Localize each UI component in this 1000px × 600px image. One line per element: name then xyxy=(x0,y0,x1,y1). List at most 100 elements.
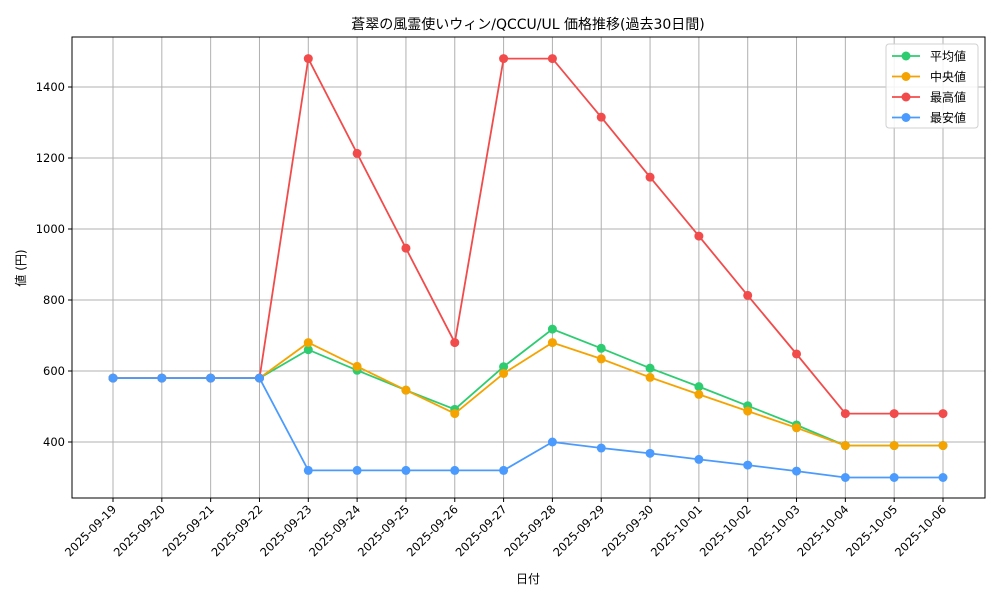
data-point xyxy=(401,243,411,253)
legend-item: 最安値 xyxy=(892,110,966,125)
legend-item: 中央値 xyxy=(892,69,966,84)
y-axis-label: 値 (円) xyxy=(13,249,28,286)
legend-label: 中央値 xyxy=(930,69,966,84)
x-tick-label: 2025-09-19 xyxy=(62,502,119,559)
data-point xyxy=(694,231,704,241)
x-tick-label: 2025-10-01 xyxy=(648,502,705,559)
data-point xyxy=(401,465,411,475)
data-point xyxy=(840,409,850,419)
legend-item: 最高値 xyxy=(892,90,966,105)
data-point xyxy=(596,112,606,122)
data-point xyxy=(743,460,753,470)
x-tick-label: 2025-10-04 xyxy=(794,502,851,559)
x-tick-label: 2025-09-29 xyxy=(550,502,607,559)
x-tick-label: 2025-09-25 xyxy=(355,502,412,559)
data-point xyxy=(547,338,557,348)
x-tick-label: 2025-09-27 xyxy=(453,502,510,559)
data-point xyxy=(840,473,850,482)
data-point xyxy=(792,423,802,433)
x-tick-label: 2025-09-30 xyxy=(599,502,656,559)
data-point xyxy=(450,338,460,348)
x-tick-label: 2025-09-24 xyxy=(306,502,363,559)
x-tick-label: 2025-10-06 xyxy=(892,502,949,559)
legend-item: 平均値 xyxy=(892,49,966,64)
y-tick-label: 400 xyxy=(43,435,65,449)
x-tick-label: 2025-10-05 xyxy=(843,502,900,559)
y-tick-label: 1400 xyxy=(36,80,65,94)
x-tick-label: 2025-10-02 xyxy=(697,502,754,559)
data-point xyxy=(206,373,216,383)
y-tick-label: 1000 xyxy=(36,222,65,236)
data-point xyxy=(645,448,655,458)
legend-marker-icon xyxy=(901,92,911,102)
legend-marker-icon xyxy=(901,72,911,81)
chart-title: 蒼翠の風霊使いウィン/QCCU/UL 価格推移(過去30日間) xyxy=(351,16,705,33)
x-axis: 2025-09-192025-09-202025-09-212025-09-22… xyxy=(62,498,949,559)
data-point xyxy=(743,290,753,300)
data-point xyxy=(303,465,313,475)
data-point xyxy=(694,389,704,399)
data-point xyxy=(596,443,606,453)
plot-frame xyxy=(71,36,986,499)
y-tick-label: 1200 xyxy=(36,151,65,165)
data-point xyxy=(401,385,411,395)
data-point xyxy=(840,441,850,451)
data-point xyxy=(303,338,313,348)
data-point xyxy=(352,148,362,158)
data-point xyxy=(499,465,509,475)
x-tick-label: 2025-09-20 xyxy=(111,502,168,559)
data-point xyxy=(499,368,509,378)
data-point xyxy=(889,409,899,419)
data-point xyxy=(499,54,509,64)
series-layer xyxy=(108,54,948,482)
legend-box xyxy=(885,43,979,129)
data-point xyxy=(792,466,802,476)
data-point xyxy=(596,343,606,353)
grid-lines xyxy=(72,37,985,498)
data-point xyxy=(352,361,362,371)
legend-label: 平均値 xyxy=(930,49,966,64)
data-point xyxy=(108,373,118,383)
data-point xyxy=(450,409,460,419)
data-point xyxy=(792,349,802,359)
x-tick-label: 2025-09-26 xyxy=(404,502,461,559)
data-point xyxy=(938,409,948,419)
legend-marker-icon xyxy=(901,113,911,122)
x-axis-label: 日付 xyxy=(516,572,540,586)
data-point xyxy=(499,362,509,372)
data-point xyxy=(743,406,753,416)
y-axis: 400 600 800 1000 1200 1400 xyxy=(36,80,72,449)
legend-marker-icon xyxy=(901,51,911,61)
data-point xyxy=(694,382,704,392)
data-point xyxy=(889,473,899,482)
x-tick-label: 2025-09-28 xyxy=(501,502,558,559)
data-point xyxy=(889,441,899,451)
data-point xyxy=(352,465,362,475)
legend-label: 最安値 xyxy=(930,110,966,125)
y-tick-label: 600 xyxy=(43,364,65,378)
data-point xyxy=(645,363,655,373)
data-point xyxy=(938,441,948,451)
data-point xyxy=(645,372,655,382)
legend-label: 最高値 xyxy=(930,90,966,105)
x-tick-label: 2025-10-03 xyxy=(745,502,802,559)
data-point xyxy=(938,473,948,482)
series-line xyxy=(108,54,948,419)
data-point xyxy=(547,54,557,64)
x-tick-label: 2025-09-22 xyxy=(208,502,265,559)
y-tick-label: 800 xyxy=(43,293,65,307)
series-line xyxy=(108,338,948,451)
x-tick-label: 2025-09-21 xyxy=(160,502,217,559)
data-point xyxy=(694,454,704,464)
data-point xyxy=(645,172,655,182)
data-point xyxy=(303,345,313,355)
data-point xyxy=(303,54,313,64)
x-tick-label: 2025-09-23 xyxy=(257,502,314,559)
data-point xyxy=(547,437,557,447)
data-point xyxy=(157,373,167,383)
series-line xyxy=(108,373,948,482)
series-line xyxy=(108,324,948,451)
data-point xyxy=(596,354,606,364)
